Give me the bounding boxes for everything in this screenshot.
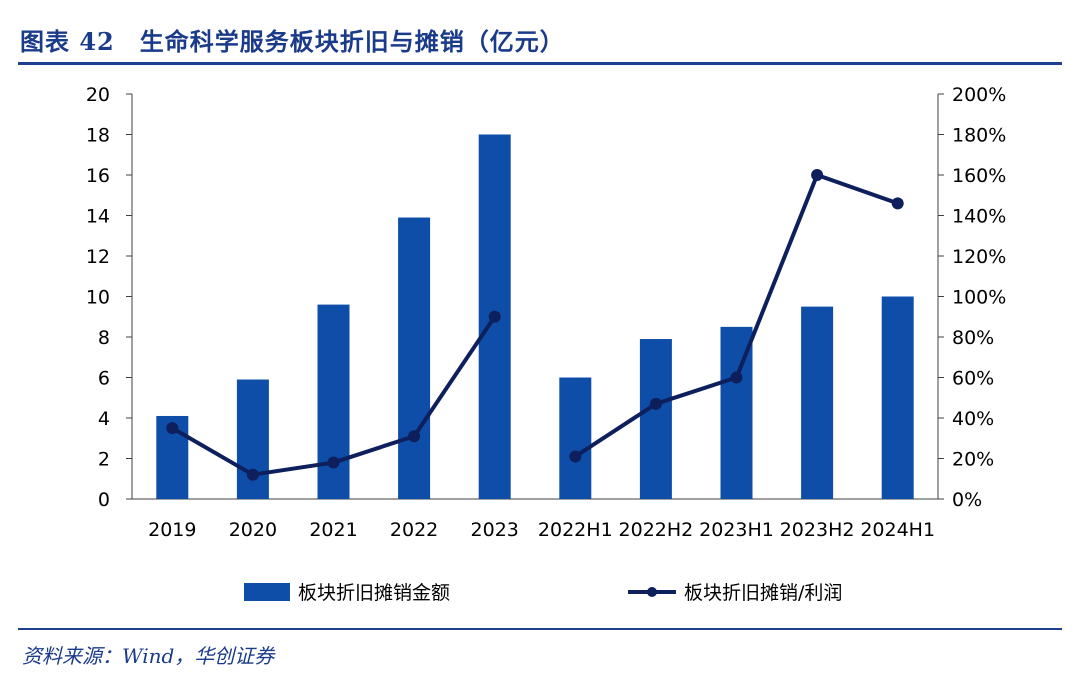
y-right-tick-label: 80% (952, 327, 994, 349)
x-tick-label: 2022 (390, 519, 438, 541)
x-tick-label: 2019 (148, 519, 196, 541)
y-right-tick-label: 120% (952, 246, 1006, 268)
bar (881, 296, 914, 499)
bar (559, 377, 592, 499)
chart-area: 0 2 4 6 8 10 12 14 16 18 20 0% 20% 40% 60% 80% 100% 120% 1… (0, 66, 1080, 626)
x-tick-label: 2023H1 (699, 519, 774, 541)
line-point (246, 468, 259, 481)
line-point (327, 456, 340, 469)
source-note: 资料来源：Wind，华创证券 (22, 644, 275, 668)
y-left-tick-label: 18 (86, 125, 110, 147)
line-point (408, 430, 421, 443)
y-right-tick-label: 20% (952, 449, 994, 471)
y-left-tick-label: 8 (98, 327, 110, 349)
y-left-tick-label: 0 (98, 489, 110, 511)
x-tick-label: 2023 (471, 519, 519, 541)
bar (398, 217, 431, 499)
y-left-tick-label: 20 (86, 84, 110, 106)
y-right-tick-label: 100% (952, 287, 1006, 309)
x-tick-label: 2023H2 (780, 519, 855, 541)
y-left-tick-label: 4 (98, 408, 110, 430)
line-point (730, 371, 743, 384)
bar (639, 339, 672, 499)
y-right-tick-label: 140% (952, 206, 1006, 228)
y-right-tick-label: 180% (952, 125, 1006, 147)
y-left-tick-label: 14 (86, 206, 110, 228)
line-point (891, 197, 904, 210)
chart-svg: 024681012141618200%20%40%60%80%100%120%1… (86, 84, 1007, 604)
line-point (569, 450, 582, 463)
legend-swatch-bar (244, 583, 290, 601)
chart-title: 图表 42 生命科学服务板块折旧与摊销（亿元） (20, 27, 565, 56)
y-right-tick-label: 60% (952, 368, 994, 390)
line-point (811, 169, 824, 181)
y-right-tick-label: 0% (952, 489, 982, 511)
legend-label-bar: 板块折旧摊销金额 (298, 582, 450, 604)
x-tick-label: 2022H1 (538, 519, 613, 541)
bottom-rule (18, 628, 1062, 630)
x-tick-label: 2020 (229, 519, 277, 541)
y-right-tick-label: 200% (952, 84, 1006, 106)
bar (317, 304, 350, 499)
x-tick-label: 2022H2 (619, 519, 694, 541)
line-point (166, 422, 179, 435)
y-right-tick-label: 160% (952, 165, 1006, 187)
legend-swatch-marker (647, 587, 657, 597)
bar (801, 306, 834, 499)
line-point (488, 310, 501, 323)
y-right-tick-label: 40% (952, 408, 994, 430)
line-point (649, 397, 662, 410)
y-left-tick-label: 2 (98, 449, 110, 471)
legend-label-line: 板块折旧摊销/利润 (684, 582, 842, 604)
y-left-tick-label: 16 (86, 165, 110, 187)
title-bar: 图表 42 生命科学服务板块折旧与摊销（亿元） (18, 18, 1062, 65)
bar (236, 379, 269, 499)
x-tick-label: 2021 (309, 519, 357, 541)
x-tick-label: 2024H1 (860, 519, 935, 541)
y-left-tick-label: 10 (86, 287, 110, 309)
y-left-tick-label: 6 (98, 368, 110, 390)
y-left-tick-label: 12 (86, 246, 110, 268)
